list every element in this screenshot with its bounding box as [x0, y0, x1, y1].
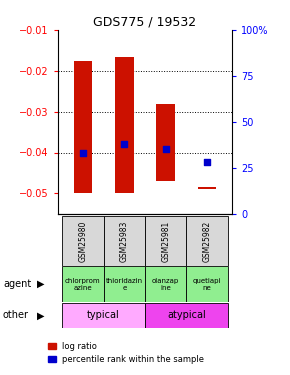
Text: olanzap
ine: olanzap ine [152, 278, 179, 291]
Bar [145, 303, 228, 328]
Legend: log ratio, percentile rank within the sample: log ratio, percentile rank within the sa… [45, 338, 208, 367]
Bar [104, 216, 145, 266]
Bar [145, 216, 186, 266]
Bar [115, 57, 134, 194]
Bar [198, 187, 216, 189]
Bar [104, 266, 145, 302]
Text: chlorprom
azine: chlorprom azine [65, 278, 101, 291]
Title: GDS775 / 19532: GDS775 / 19532 [93, 16, 197, 29]
Bar [62, 303, 145, 328]
Text: ▶: ▶ [37, 279, 45, 289]
Point [81, 150, 85, 156]
Bar [62, 266, 104, 302]
Text: quetiapi
ne: quetiapi ne [193, 278, 221, 291]
Text: GSM25983: GSM25983 [120, 220, 129, 262]
Text: typical: typical [87, 310, 120, 320]
Bar [145, 266, 186, 302]
Point [163, 146, 168, 152]
Text: GSM25980: GSM25980 [78, 220, 87, 262]
Text: GSM25981: GSM25981 [161, 220, 170, 262]
Bar [186, 216, 228, 266]
Bar [62, 216, 104, 266]
Bar [74, 61, 92, 194]
Text: GSM25982: GSM25982 [203, 220, 212, 262]
Text: thioridazin
e: thioridazin e [106, 278, 143, 291]
Text: atypical: atypical [167, 310, 206, 320]
Text: other: other [3, 310, 29, 320]
Text: ▶: ▶ [37, 310, 45, 320]
Bar [156, 104, 175, 181]
Point [122, 141, 127, 147]
Bar [186, 266, 228, 302]
Point [205, 159, 209, 165]
Text: agent: agent [3, 279, 31, 289]
